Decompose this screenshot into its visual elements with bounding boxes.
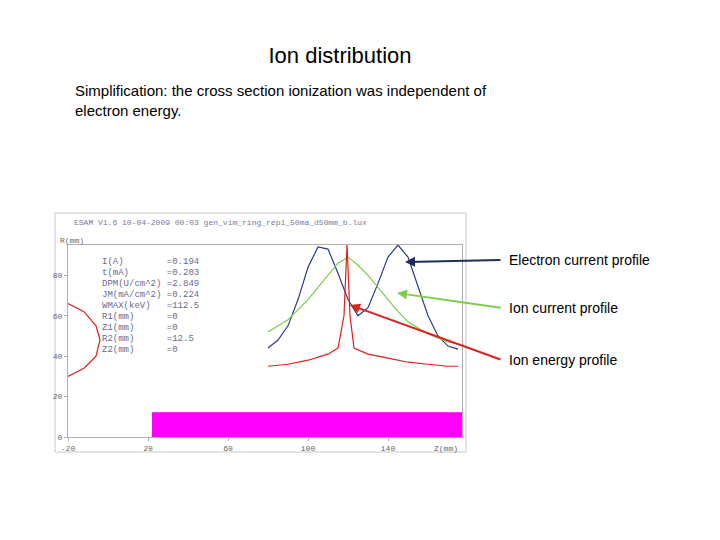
svg-text:40: 40 — [53, 352, 63, 361]
svg-text:-20: -20 — [61, 444, 76, 453]
svg-text:Z2(mm) =0: Z2(mm) =0 — [102, 345, 178, 355]
svg-text:R2(mm) =12.5: R2(mm) =12.5 — [102, 334, 194, 344]
svg-text:R1(mm) =0: R1(mm) =0 — [102, 312, 178, 322]
svg-text:Ion energy profile: Ion energy profile — [509, 352, 617, 368]
svg-text:140: 140 — [381, 444, 396, 453]
svg-text:Z(mm): Z(mm) — [434, 444, 458, 453]
svg-text:ESAM V1.6 10-04-2009 00:03 gen: ESAM V1.6 10-04-2009 00:03 gen_vim_ring_… — [74, 218, 367, 227]
svg-text:Ion current profile: Ion current profile — [509, 300, 618, 316]
svg-text:R(mm): R(mm) — [60, 236, 84, 245]
svg-text:60: 60 — [53, 312, 63, 321]
svg-text:20: 20 — [143, 444, 153, 453]
svg-text:Z1(mm) =0: Z1(mm) =0 — [102, 323, 178, 333]
svg-text:Electron current profile: Electron current profile — [509, 252, 650, 268]
svg-text:WMAX(keV) =112.5: WMAX(keV) =112.5 — [102, 301, 199, 311]
svg-text:60: 60 — [223, 444, 233, 453]
svg-text:0: 0 — [58, 433, 63, 442]
svg-text:t(mA) =0.203: t(mA) =0.203 — [102, 268, 199, 278]
svg-text:DPM(U/cm^2) =2.849: DPM(U/cm^2) =2.849 — [102, 279, 199, 289]
svg-text:Ion distribution: Ion distribution — [268, 43, 411, 68]
svg-text:Simplification: the cross sect: Simplification: the cross section ioniza… — [75, 82, 487, 119]
svg-text:JM(mA/cm^2) =0.224: JM(mA/cm^2) =0.224 — [102, 290, 199, 300]
svg-text:80: 80 — [53, 271, 63, 280]
svg-text:I(A) =0.194: I(A) =0.194 — [102, 257, 199, 267]
svg-text:100: 100 — [301, 444, 316, 453]
svg-text:20: 20 — [53, 392, 63, 401]
